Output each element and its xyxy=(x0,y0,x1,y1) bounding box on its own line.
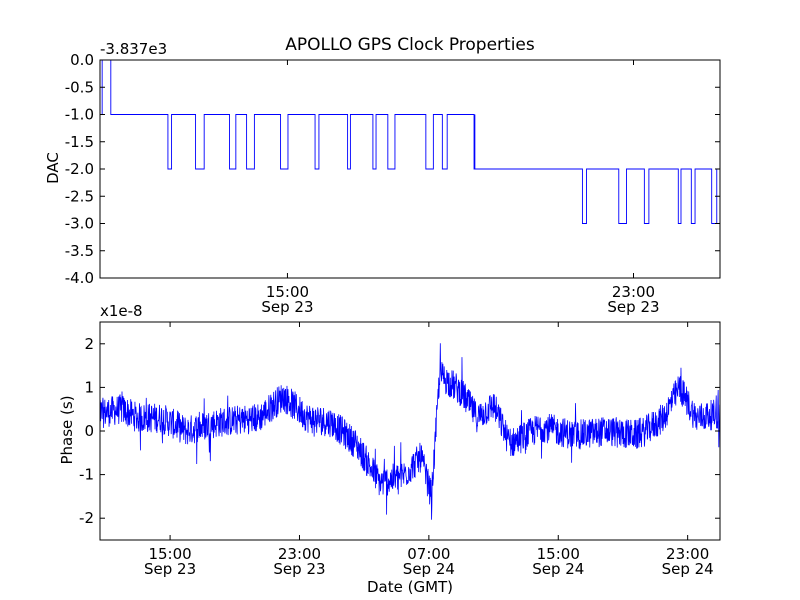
ytick-label: -1.5 xyxy=(65,133,94,151)
xtick-date-label: Sep 23 xyxy=(261,298,313,316)
dac-series-line xyxy=(100,60,720,224)
xtick-time-label: 15:00 xyxy=(148,545,191,563)
ytick-label: -3.5 xyxy=(65,242,94,260)
dac-offset-label: -3.837e3 xyxy=(100,40,167,58)
xtick-date-label: Sep 24 xyxy=(532,560,584,578)
ytick-label: 0 xyxy=(84,422,94,440)
xtick-date-label: Sep 24 xyxy=(662,560,714,578)
xtick-date-label: Sep 23 xyxy=(273,560,325,578)
chart-title: APOLLO GPS Clock Properties xyxy=(285,35,535,55)
ytick-label: -2.5 xyxy=(65,187,94,205)
phase-ylabel: Phase (s) xyxy=(58,395,76,464)
series-line xyxy=(100,343,720,520)
dac-ylabel: DAC xyxy=(44,152,62,184)
phase-offset-label: x1e-8 xyxy=(100,302,143,320)
phase-xlabel: Date (GMT) xyxy=(367,578,453,596)
ytick-label: -3.0 xyxy=(65,215,94,233)
xtick-date-label: Sep 23 xyxy=(144,560,196,578)
xtick-time-label: 15:00 xyxy=(266,283,309,301)
ytick-label: -2 xyxy=(79,509,94,527)
xtick-time-label: 23:00 xyxy=(278,545,321,563)
xtick-time-label: 07:00 xyxy=(407,545,450,563)
xtick-time-label: 15:00 xyxy=(537,545,580,563)
xtick-time-label: 23:00 xyxy=(666,545,709,563)
phase-series-line xyxy=(100,343,720,520)
series-line xyxy=(100,60,720,224)
ytick-label: 2 xyxy=(84,335,94,353)
ytick-label: -1 xyxy=(79,466,94,484)
ytick-label: -1.0 xyxy=(65,106,94,124)
dac-panel: -3.837e3 DAC 0.0 -0.5 -1.0 -1.5 -2.0 -2.5 -3.0… xyxy=(44,40,721,316)
ytick-label: 0.0 xyxy=(70,51,94,69)
xtick-time-label: 23:00 xyxy=(612,283,655,301)
ytick-label: 1 xyxy=(84,378,94,396)
xtick-date-label: Sep 23 xyxy=(607,298,659,316)
ytick-label: -0.5 xyxy=(65,78,94,96)
ytick-label: -4.0 xyxy=(65,269,94,287)
ytick-label: -2.0 xyxy=(65,160,94,178)
xtick-date-label: Sep 24 xyxy=(403,560,455,578)
